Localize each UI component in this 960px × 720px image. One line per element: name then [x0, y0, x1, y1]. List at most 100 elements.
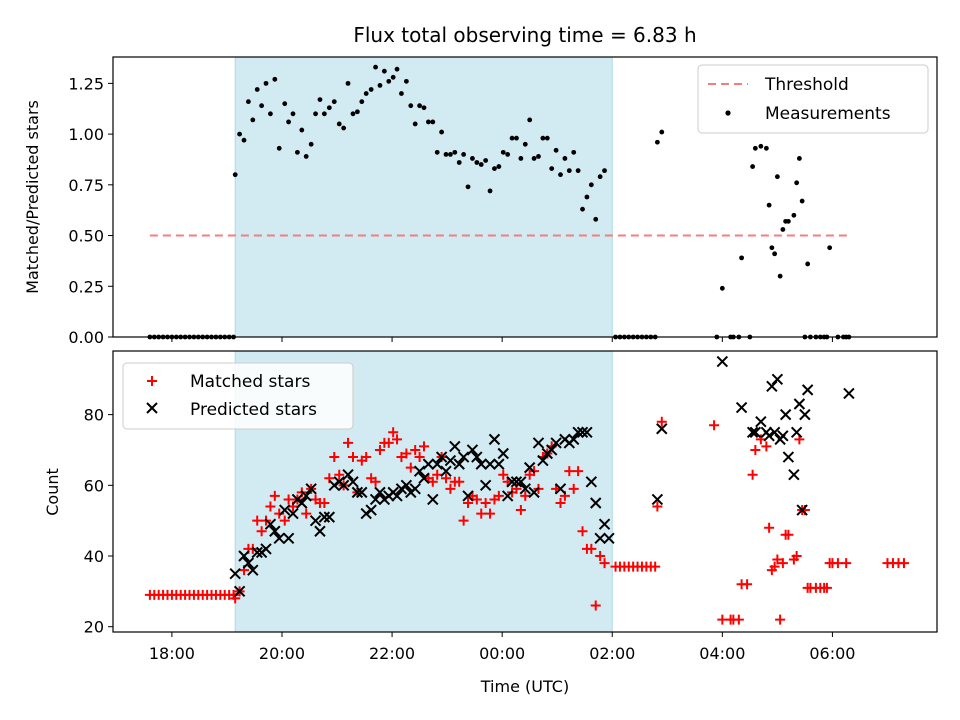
- predicted-point: [746, 426, 759, 439]
- measurement-point: [299, 127, 305, 133]
- predicted-point: [501, 490, 514, 502]
- matched-point: [742, 579, 753, 590]
- measurement-point: [766, 202, 772, 208]
- y-tick-label: 0.50: [68, 227, 104, 246]
- predicted-point: [323, 511, 336, 523]
- measurement-point: [421, 105, 427, 111]
- measurement-point: [425, 119, 431, 125]
- x-tick-label: 04:00: [699, 644, 745, 663]
- measurement-point: [350, 111, 356, 117]
- predicted-point: [506, 476, 518, 488]
- predicted-point: [279, 504, 291, 516]
- measurement-point: [386, 78, 392, 84]
- measurement-point: [434, 149, 440, 155]
- measurement-point: [478, 162, 484, 167]
- measurement-point: [571, 149, 577, 155]
- matched-point: [410, 444, 421, 455]
- matched-point: [586, 543, 597, 554]
- measurement-point: [354, 109, 360, 115]
- measurement-point: [593, 216, 599, 222]
- predicted-point: [318, 511, 331, 523]
- measurement-point: [412, 121, 418, 127]
- predicted-point: [515, 476, 527, 488]
- matched-point: [577, 526, 588, 537]
- measurement-point: [474, 160, 480, 165]
- predicted-point: [400, 479, 413, 492]
- predicted-point: [594, 532, 606, 545]
- matched-point: [334, 469, 345, 480]
- measurement-point: [785, 218, 791, 224]
- x-tick-label: 06:00: [809, 644, 855, 663]
- measurement-point: [562, 156, 568, 161]
- predicted-point: [287, 507, 299, 520]
- measurement-point: [246, 99, 251, 105]
- predicted-point: [497, 447, 509, 460]
- legend-measurement-label: Measurements: [765, 104, 891, 124]
- predicted-point: [799, 408, 811, 421]
- matched-point: [432, 469, 443, 480]
- matched-point: [821, 582, 832, 593]
- predicted-point: [519, 483, 531, 495]
- measurement-point: [566, 168, 572, 174]
- predicted-point: [233, 585, 246, 598]
- measurement-point: [791, 212, 797, 218]
- x-tick-label: 22:00: [369, 644, 415, 663]
- matched-point: [427, 476, 438, 487]
- predicted-point: [796, 504, 808, 516]
- measurement-point: [317, 97, 323, 103]
- predicted-point: [314, 525, 326, 537]
- measurement-point: [597, 174, 603, 180]
- predicted-point: [568, 433, 580, 446]
- measurement-point: [408, 103, 414, 109]
- predicted-point: [590, 497, 602, 509]
- predicted-point: [409, 483, 421, 495]
- measurement-point: [254, 87, 260, 92]
- panel-frame: [112, 56, 938, 338]
- y-tick-label: 80: [84, 406, 104, 425]
- measurement-point: [763, 145, 769, 151]
- measurement-point: [536, 154, 541, 159]
- matched-point: [370, 476, 381, 487]
- predicted-point: [238, 550, 250, 562]
- predicted-point: [453, 458, 465, 470]
- y-tick-label: 1.00: [68, 125, 104, 144]
- measurement-point: [514, 135, 519, 141]
- measurement-point: [527, 117, 533, 123]
- matched-point: [388, 427, 399, 438]
- y-tick-label: 60: [84, 476, 104, 495]
- matched-point: [392, 434, 403, 445]
- predicted-point: [537, 454, 549, 467]
- measurement-point: [303, 154, 309, 159]
- predicted-point: [247, 564, 259, 576]
- matched-point: [319, 497, 330, 508]
- measurement-point: [308, 141, 314, 147]
- predicted-point: [418, 472, 430, 484]
- matched-point: [454, 476, 465, 487]
- predicted-point: [735, 401, 748, 414]
- measurement-point: [654, 139, 660, 145]
- y-tick-label: 0.25: [68, 277, 104, 296]
- measurement-point: [294, 149, 300, 155]
- predicted-point: [251, 546, 263, 559]
- matched-point: [761, 441, 772, 452]
- y-tick-label: 0.75: [68, 176, 104, 195]
- predicted-point: [777, 430, 789, 442]
- measurement-point: [492, 166, 497, 171]
- measurement-point: [250, 117, 256, 123]
- predicted-point: [356, 486, 368, 499]
- predicted-point: [351, 486, 364, 499]
- predicted-point: [374, 486, 386, 499]
- measurement-point: [509, 135, 515, 141]
- predicted-point: [457, 451, 470, 463]
- matched-point: [650, 561, 661, 572]
- predicted-point: [369, 493, 382, 506]
- predicted-point: [790, 426, 803, 439]
- matched-point: [256, 526, 267, 537]
- matched-point: [769, 561, 780, 572]
- predicted-point: [771, 373, 784, 385]
- y-tick-label: 0.00: [68, 328, 104, 347]
- predicted-point: [749, 426, 762, 439]
- predicted-point: [300, 490, 312, 502]
- predicted-point: [523, 461, 536, 474]
- measurement-point: [313, 111, 318, 117]
